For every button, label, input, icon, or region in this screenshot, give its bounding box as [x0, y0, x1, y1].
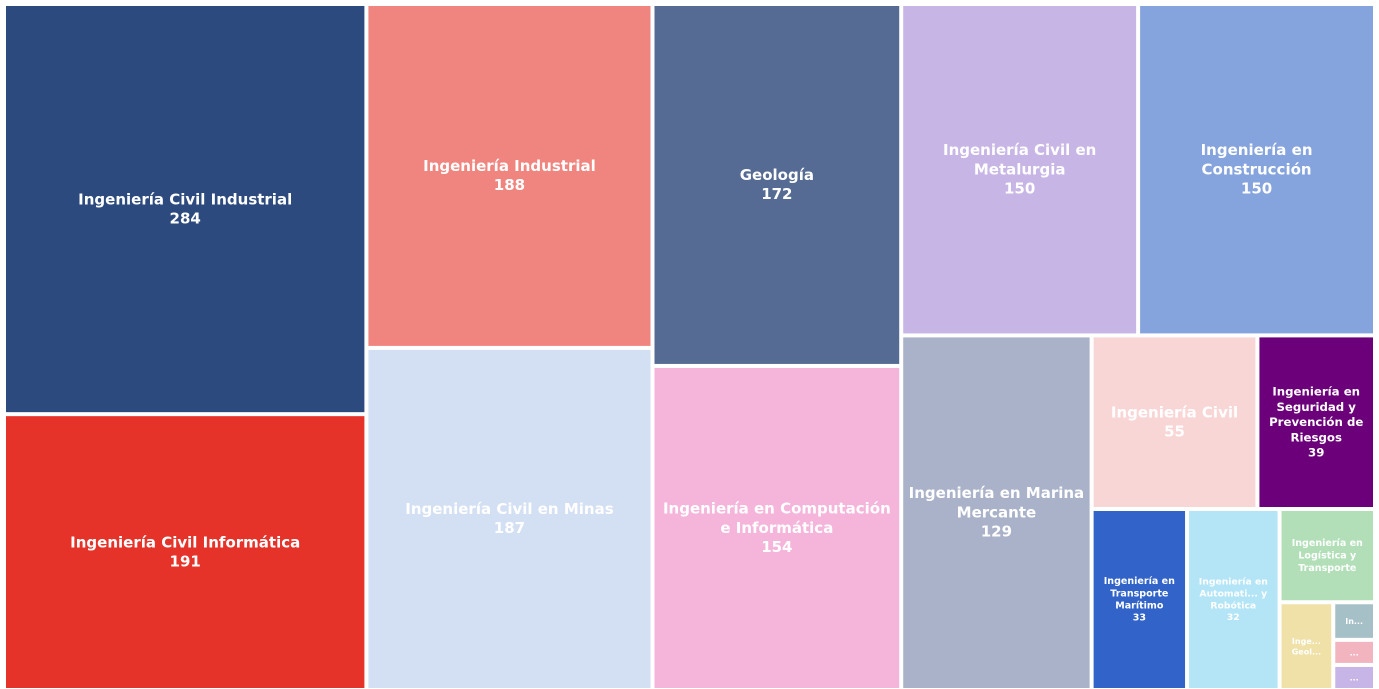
- tile-label: ...: [1350, 673, 1359, 682]
- tile: [654, 6, 900, 364]
- tile-label: Ingeniería Civil en Minas: [405, 500, 613, 518]
- tile-value: 55: [1164, 422, 1185, 440]
- tile-label: ...: [1350, 648, 1359, 657]
- tile: [1189, 511, 1278, 688]
- tile-label: Ingeniería Civil: [1111, 403, 1238, 421]
- tile-label: Ingeniería Civil Industrial: [78, 190, 292, 208]
- tile-value: 187: [494, 519, 525, 537]
- tile-label: Ingeniería en Computación e Informática: [663, 499, 891, 537]
- tile: [1335, 666, 1373, 688]
- tile-label: Ingeniería en Seguridad y Prevención de Rie…: [1269, 384, 1363, 444]
- tile: [1281, 604, 1332, 688]
- tile: [1093, 337, 1256, 508]
- tile-label: Ingeniería Industrial: [423, 157, 596, 175]
- tile-label: Geología: [740, 166, 814, 184]
- tile-value: 172: [761, 185, 792, 203]
- tile-value: 191: [170, 552, 201, 570]
- tile-label: Ingeniería Civil en Metalurgia: [943, 141, 1096, 179]
- tile-value: 150: [1241, 180, 1272, 198]
- tile-value: 129: [981, 523, 1012, 541]
- tile-value: 284: [170, 209, 201, 227]
- tile-value: 188: [494, 176, 525, 194]
- tile: [1335, 641, 1373, 663]
- tile-value: 32: [1227, 612, 1240, 623]
- tile: [1093, 511, 1186, 688]
- tile: [6, 416, 365, 688]
- tile-value: 39: [1308, 445, 1324, 459]
- tile: [368, 349, 651, 688]
- tile: [903, 337, 1090, 688]
- tile-label: Ingeniería en Logística y Transporte: [1292, 538, 1363, 574]
- tile: [1335, 604, 1373, 638]
- tile-label: Ingeniería Civil Informática: [70, 533, 300, 551]
- tile-value: 150: [1004, 180, 1035, 198]
- tile: [903, 6, 1137, 334]
- tile-label: Ingeniería en Automati... y Robótica: [1199, 576, 1268, 611]
- tile: [654, 367, 900, 688]
- tile: [1259, 337, 1373, 508]
- tile: [1281, 511, 1373, 601]
- tile-label: Ingeniería en Marina Mercante: [909, 484, 1085, 521]
- tile-label: Inge... Geol...: [1292, 636, 1321, 655]
- tile-value: 154: [761, 538, 792, 556]
- tile: [6, 6, 365, 413]
- tile: [1140, 6, 1373, 334]
- tile-label: In...: [1345, 617, 1363, 626]
- tile: [368, 6, 651, 346]
- tile-value: 33: [1133, 613, 1146, 624]
- tile-label: Ingeniería en Construcción: [1201, 141, 1313, 179]
- tile-label: Ingeniería en Transporte Marítimo: [1104, 575, 1175, 611]
